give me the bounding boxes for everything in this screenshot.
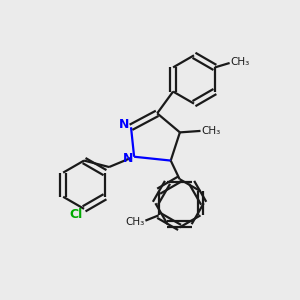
Text: Cl: Cl [69, 208, 82, 220]
Text: N: N [122, 152, 133, 165]
Text: CH₃: CH₃ [125, 217, 144, 227]
Text: CH₃: CH₃ [202, 126, 221, 136]
Text: N: N [119, 118, 130, 131]
Text: CH₃: CH₃ [231, 57, 250, 68]
